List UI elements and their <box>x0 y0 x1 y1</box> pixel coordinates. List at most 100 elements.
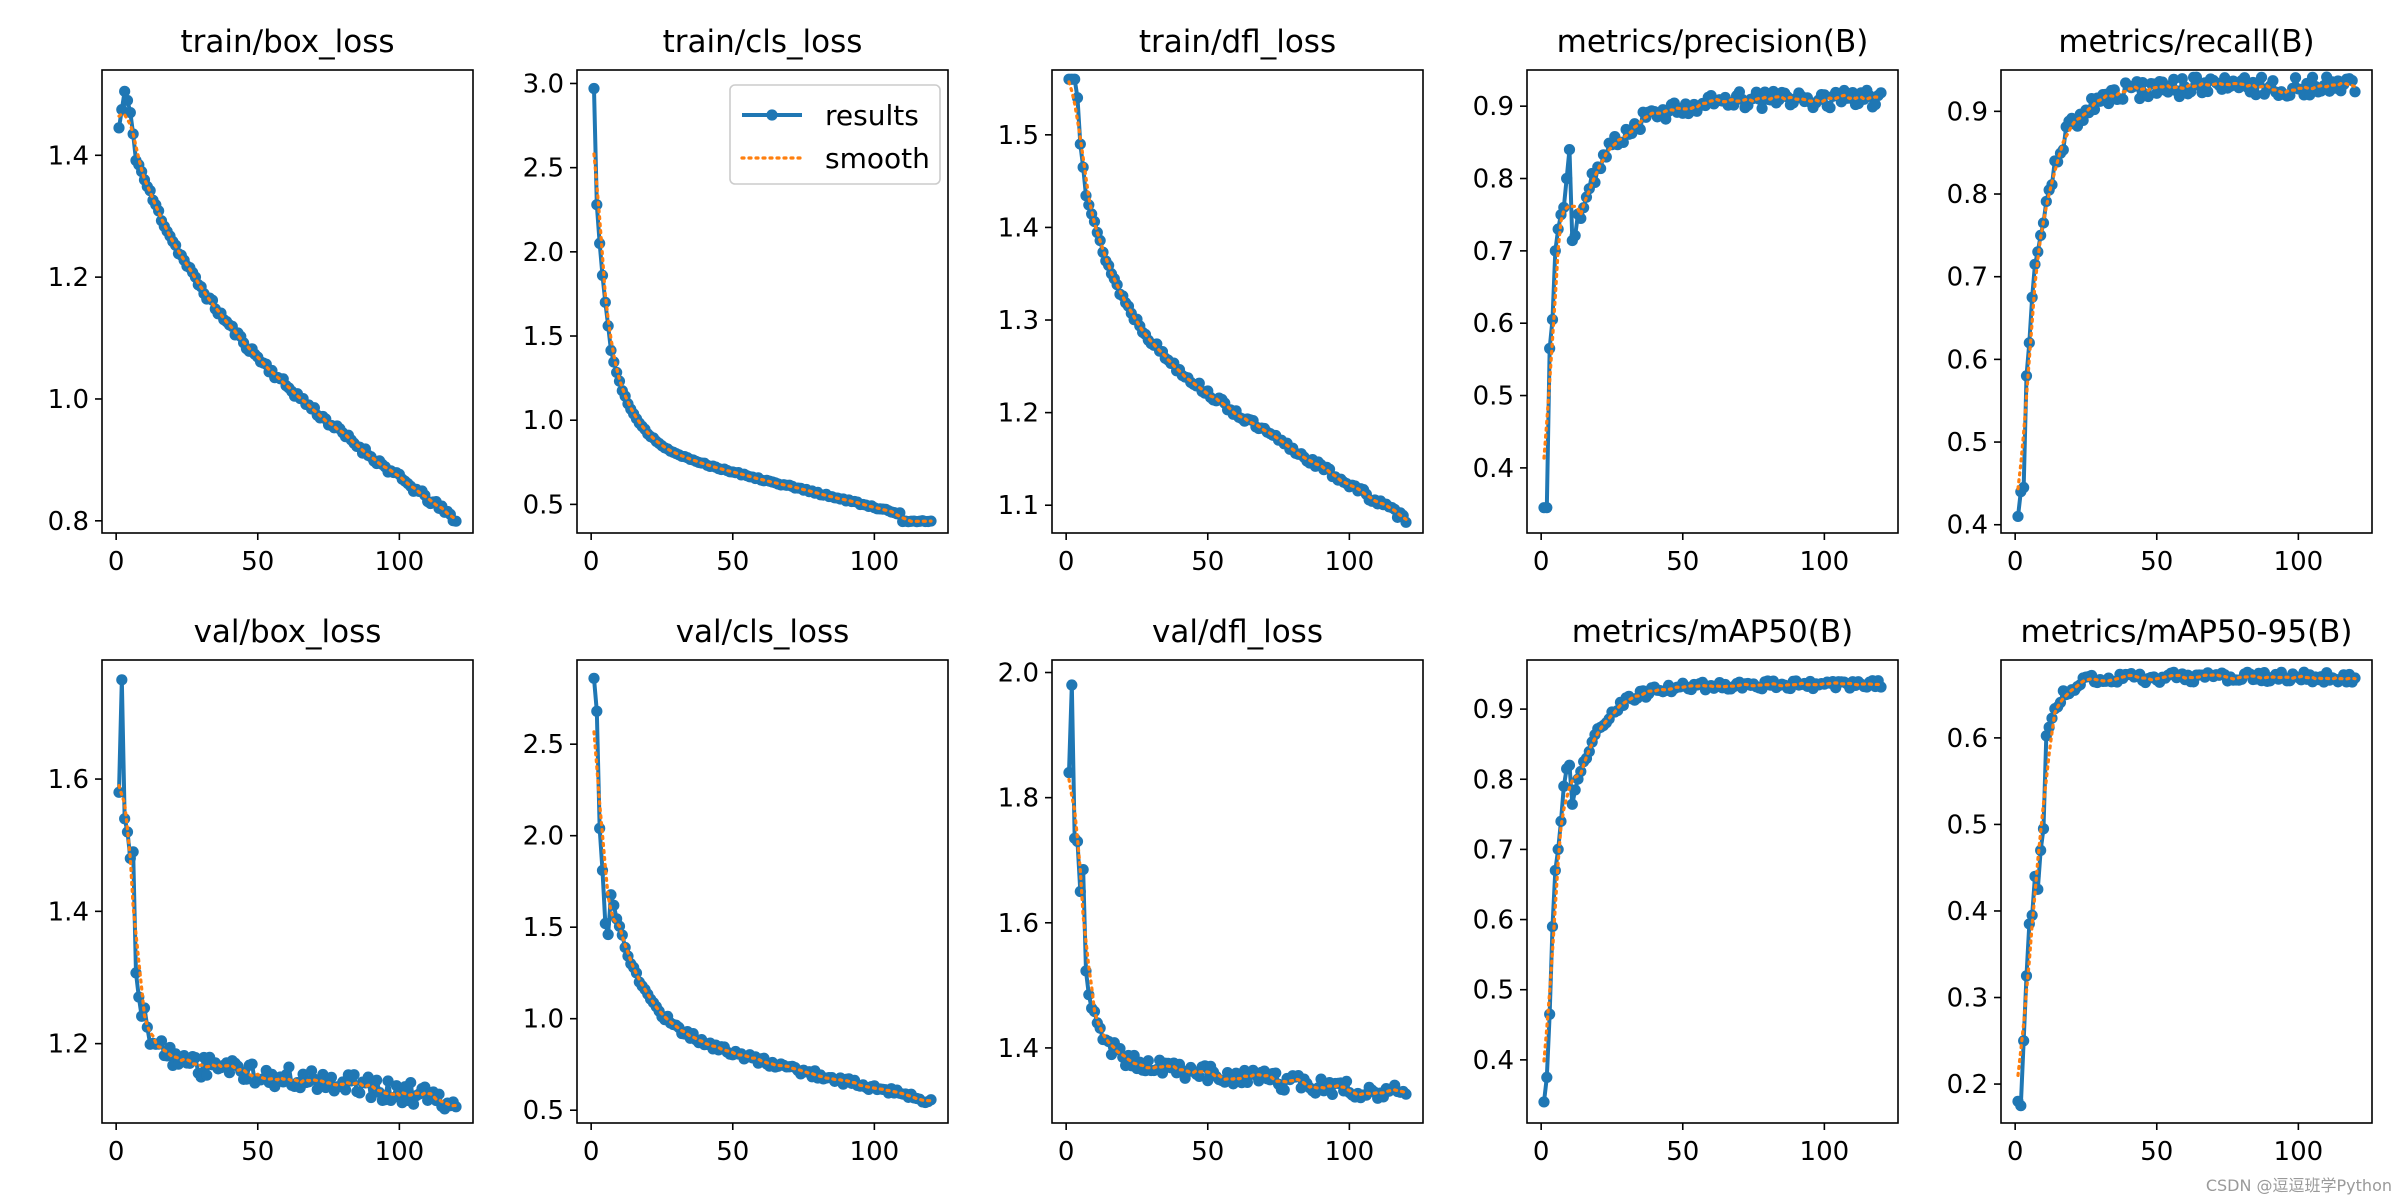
y-tick-label: 0.4 <box>1473 454 1514 484</box>
results-point <box>121 94 134 107</box>
chart-title: metrics/mAP50-95(B) <box>2020 614 2352 650</box>
results-point <box>116 104 128 116</box>
x-tick-label: 50 <box>1666 1137 1699 1167</box>
chart-title: train/box_loss <box>180 24 394 60</box>
results-point <box>2018 481 2030 494</box>
results-point <box>2040 730 2052 742</box>
smooth-line <box>592 152 933 523</box>
results-point <box>1270 1067 1282 1079</box>
results-point <box>1563 759 1576 771</box>
y-tick-label: 1.0 <box>523 406 564 436</box>
results-point <box>1561 172 1573 185</box>
axes-frame <box>2000 659 2373 1124</box>
results-point <box>348 1069 360 1081</box>
results-point <box>1278 1084 1290 1096</box>
results-point <box>1875 87 1887 99</box>
legend-smooth-label: smooth <box>825 142 930 175</box>
axes-frame <box>1051 659 1424 1124</box>
results-point <box>1549 864 1561 877</box>
chart-title: metrics/precision(B) <box>1557 24 1869 60</box>
y-tick-label: 2.0 <box>523 822 564 852</box>
results-point <box>325 1071 337 1083</box>
plot-area <box>588 82 937 528</box>
x-tick-label: 50 <box>241 547 274 577</box>
results-point <box>2250 89 2262 101</box>
results-point <box>1340 1075 1353 1088</box>
results-point <box>605 344 617 356</box>
smooth-line <box>1542 681 1883 1063</box>
y-tick-label: 0.4 <box>1947 511 1988 541</box>
axes-frame <box>1526 659 1899 1124</box>
y-tick-label: 0.2 <box>1947 1070 1988 1100</box>
results-point <box>155 1035 168 1047</box>
plot-area <box>113 85 462 527</box>
chart-panel-train-box-loss: train/box_loss 0 50 100 0.8 1.0 1.2 1.4 <box>48 24 474 577</box>
results-point <box>2173 90 2186 103</box>
axes-frame <box>576 659 949 1124</box>
results-point <box>116 674 128 686</box>
results-point <box>1569 230 1581 242</box>
x-tick-label: 0 <box>1058 547 1075 577</box>
results-point <box>119 85 131 97</box>
x-tick-label: 0 <box>583 1137 600 1167</box>
axes-frame <box>2000 69 2373 534</box>
results-point <box>130 967 142 979</box>
results-point <box>588 82 600 95</box>
results-point <box>305 1065 318 1077</box>
chart-title: metrics/recall(B) <box>2058 24 2314 60</box>
results-point <box>1756 102 1768 115</box>
results-point <box>2151 87 2163 99</box>
x-tick-label: 100 <box>2274 1137 2324 1167</box>
y-tick-label: 1.2 <box>998 399 1039 429</box>
y-tick-label: 1.4 <box>998 213 1039 243</box>
results-point <box>1767 85 1779 98</box>
results-point <box>2349 86 2361 98</box>
results-point <box>2035 844 2047 856</box>
results-point <box>1253 1075 1265 1087</box>
results-line <box>117 89 457 524</box>
results-point <box>599 917 611 930</box>
results-point <box>2018 1035 2030 1047</box>
results-point <box>2108 84 2120 96</box>
results-point <box>201 1069 213 1081</box>
results-point <box>2202 85 2214 98</box>
legend: results smooth <box>729 84 941 185</box>
results-point <box>602 928 614 941</box>
x-tick-label: 50 <box>241 1137 274 1167</box>
results-point <box>2306 71 2319 83</box>
y-tick-label: 0.4 <box>1473 1046 1514 1076</box>
chart-panel-metrics-map50-95-b: metrics/mAP50-95(B) 0 50 100 0.2 0.3 0.4 0.5 0.6 <box>1947 614 2373 1167</box>
results-point <box>591 705 603 717</box>
y-tick-label: 3.0 <box>523 69 564 99</box>
x-tick-label: 0 <box>1533 547 1550 577</box>
x-tick-label: 100 <box>1800 547 1850 577</box>
results-point <box>113 122 125 134</box>
results-point <box>246 1058 258 1070</box>
y-tick-label: 1.5 <box>523 322 564 352</box>
y-tick-label: 0.9 <box>1473 695 1514 725</box>
y-tick-label: 2.0 <box>998 659 1039 689</box>
y-tick-label: 2.0 <box>523 238 564 268</box>
y-tick-label: 1.8 <box>998 784 1039 814</box>
y-tick-label: 1.4 <box>998 1034 1039 1064</box>
y-tick-label: 0.5 <box>523 1096 564 1126</box>
y-tick-label: 0.8 <box>1473 765 1514 795</box>
results-point <box>596 269 609 281</box>
x-tick-label: 50 <box>716 547 749 577</box>
x-tick-label: 50 <box>2140 547 2173 577</box>
results-point <box>2029 258 2041 270</box>
y-tick-label: 1.5 <box>998 121 1039 151</box>
results-point <box>189 1051 202 1064</box>
x-tick-label: 0 <box>108 547 125 577</box>
y-tick-label: 0.7 <box>1473 835 1514 865</box>
results-point <box>382 1075 394 1087</box>
results-point <box>1202 1075 1214 1087</box>
smooth-line <box>117 784 458 1108</box>
y-tick-label: 0.5 <box>1473 382 1514 412</box>
y-tick-label: 0.4 <box>1947 897 1988 927</box>
results-point <box>1575 212 1587 224</box>
chart-title: metrics/mAP50(B) <box>1572 614 1853 650</box>
results-point <box>2267 75 2279 87</box>
results-point <box>1541 1071 1553 1083</box>
results-point <box>1569 784 1581 796</box>
